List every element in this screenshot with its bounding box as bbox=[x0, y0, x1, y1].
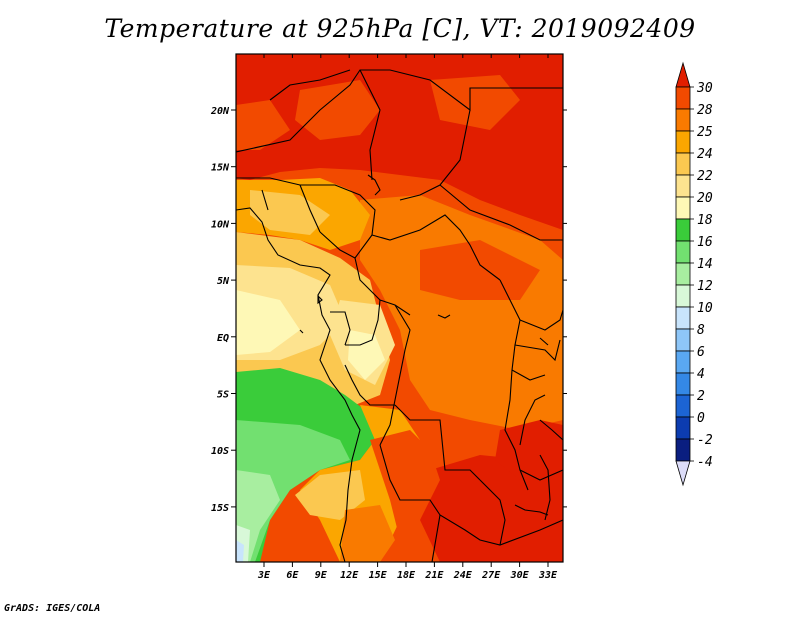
lon-tick-label: 12E bbox=[340, 570, 359, 581]
colorbar-segment bbox=[675, 218, 691, 242]
lon-tick-label: 15E bbox=[369, 570, 388, 581]
colorbar-segment bbox=[675, 174, 691, 198]
colorbar-segment bbox=[675, 350, 691, 374]
lat-tick-label: 10N bbox=[211, 219, 230, 230]
colorbar-segment bbox=[675, 108, 691, 132]
colorbar-label: 10 bbox=[697, 301, 713, 316]
map-title: Temperature at 925hPa [C], VT: 201909240… bbox=[104, 14, 696, 43]
lat-tick-label: 10S bbox=[211, 446, 229, 457]
longitude-axis: 3E 6E 9E 12E 15E 18E 21E 24E 27E 30E 33E bbox=[257, 54, 558, 581]
colorbar-segment bbox=[675, 306, 691, 330]
colorbar-segment bbox=[675, 240, 691, 264]
colorbar-label: 4 bbox=[697, 367, 705, 382]
lon-tick-label: 27E bbox=[481, 570, 501, 581]
colorbar-segment bbox=[675, 394, 691, 418]
colorbar-label: 0 bbox=[697, 411, 705, 426]
colorbar-segment bbox=[675, 372, 691, 396]
colorbar-label: -4 bbox=[697, 455, 713, 470]
grads-credit: GrADS: IGES/COLA bbox=[4, 603, 101, 614]
lon-tick-label: 30E bbox=[510, 570, 530, 581]
colorbar-segment bbox=[675, 262, 691, 286]
lon-tick-label: 3E bbox=[257, 570, 271, 581]
colorbar-segment bbox=[675, 86, 691, 110]
lat-tick-label: 5S bbox=[217, 390, 229, 401]
colorbar-label: 12 bbox=[697, 279, 713, 294]
lon-tick-label: 9E bbox=[315, 570, 328, 581]
colorbar-segment bbox=[675, 130, 691, 154]
colorbar-bottom-arrow bbox=[675, 460, 691, 487]
colorbar-label: 6 bbox=[697, 345, 705, 360]
colorbar-label: 20 bbox=[697, 191, 713, 206]
colorbar-label: 25 bbox=[697, 125, 713, 140]
lat-tick-label: 20N bbox=[210, 106, 230, 117]
colorbar-label: 30 bbox=[696, 81, 713, 96]
lon-tick-label: 21E bbox=[424, 570, 444, 581]
lat-tick-label: 15S bbox=[211, 503, 229, 514]
colorbar-label: 18 bbox=[697, 213, 713, 228]
colorbar-label: 2 bbox=[697, 389, 705, 404]
lat-tick-label: 5N bbox=[217, 276, 230, 287]
lon-tick-label: 24E bbox=[453, 570, 473, 581]
lat-tick-label: EQ bbox=[217, 333, 229, 344]
colorbar-segment bbox=[675, 416, 691, 440]
colorbar-label: 22 bbox=[697, 169, 713, 184]
colorbar-label: 24 bbox=[697, 147, 713, 162]
colorbar-segment bbox=[675, 196, 691, 220]
lat-tick-label: 15N bbox=[211, 163, 230, 174]
map-frame bbox=[235, 53, 564, 563]
colorbar-segment bbox=[675, 152, 691, 176]
lon-tick-label: 33E bbox=[538, 570, 558, 581]
colorbar-label: -2 bbox=[697, 433, 713, 448]
colorbar-label: 8 bbox=[697, 323, 705, 338]
latitude-axis: 20N 15N 10N 5N EQ 5S 10S 15S bbox=[210, 106, 567, 514]
lon-tick-label: 6E bbox=[286, 570, 299, 581]
country-borders bbox=[236, 69, 563, 562]
colorbar-label: 16 bbox=[697, 235, 713, 250]
colorbar-segment bbox=[675, 438, 691, 462]
colorbar-label: 28 bbox=[697, 103, 713, 118]
colorbar-label: 14 bbox=[697, 257, 713, 272]
colorbar-segment bbox=[675, 284, 691, 308]
lon-tick-label: 18E bbox=[397, 570, 416, 581]
colorbar-top-arrow bbox=[675, 61, 691, 88]
colorbar-segment bbox=[675, 328, 691, 352]
